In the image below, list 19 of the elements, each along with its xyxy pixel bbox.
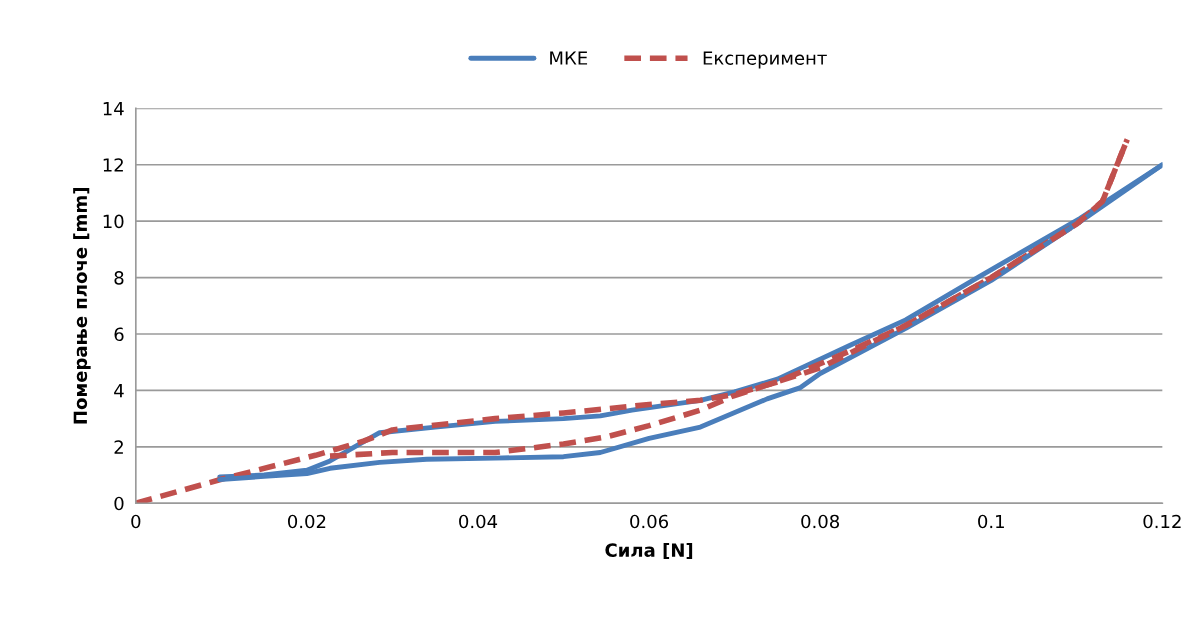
y-tick-label: 4 — [114, 384, 124, 398]
y-tick-label: 2 — [114, 440, 123, 454]
x-tick-label: 0.04 — [459, 514, 498, 529]
y-tick-label: 0 — [114, 496, 124, 511]
y-tick-label: 8 — [114, 271, 124, 285]
legend-label: Експеримент — [703, 51, 827, 69]
x-tick-label: 0.06 — [630, 514, 669, 529]
x-tick-label: 0.1 — [978, 514, 1004, 529]
y-tick-label: 14 — [103, 102, 124, 116]
y-axis-title: Померање плоче [mm] — [73, 188, 91, 424]
x-tick-label: 0.02 — [288, 514, 326, 529]
y-tick-label: 12 — [103, 158, 123, 172]
x-tick-label: 0.08 — [801, 514, 840, 529]
y-tick-label: 6 — [114, 327, 124, 342]
legend-label: МКЕ — [550, 51, 588, 65]
x-tick-label: 0 — [131, 514, 141, 529]
x-tick-label: 0.12 — [1143, 514, 1181, 529]
x-axis-title: Сила [N] — [605, 542, 693, 560]
y-tick-label: 10 — [103, 214, 124, 229]
